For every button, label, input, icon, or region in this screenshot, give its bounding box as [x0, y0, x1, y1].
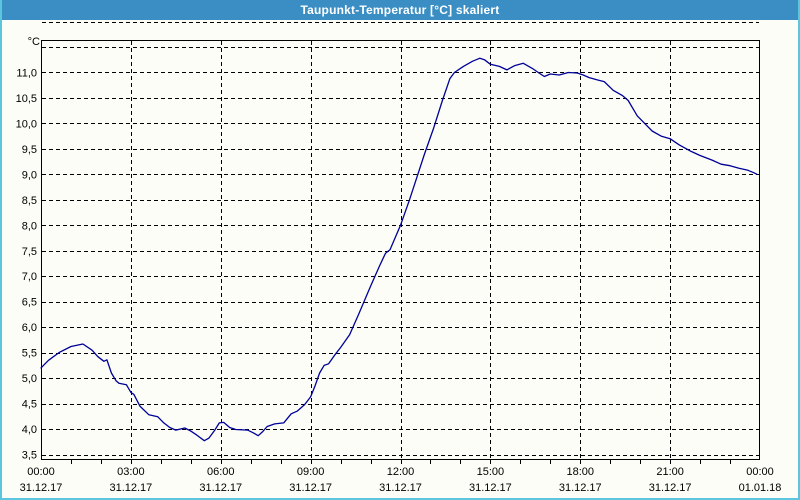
x-tick-date-label: 31.12.17 — [469, 482, 512, 494]
axis-label-layer: 11,0 10,5 10,0 9,5 9,0 8,5 8,0 7,5 7,0 6,5 6,0 5,5 5… — [16, 67, 782, 494]
y-tick-label: 6,5 — [22, 297, 37, 309]
x-tick-date-label: 31.12.17 — [20, 482, 63, 494]
grid-layer — [42, 22, 759, 459]
x-tick-date-label: 31.12.17 — [649, 482, 692, 494]
window-title: Taupunkt-Temperatur [°C] skaliert — [300, 3, 500, 17]
x-tick-date-label: 31.12.17 — [289, 482, 332, 494]
y-tick-label: 7,0 — [22, 271, 37, 283]
x-tick-time-label: 00:00 — [27, 466, 55, 478]
y-tick-label: 10,0 — [16, 118, 37, 130]
x-tick-time-label: 15:00 — [477, 466, 505, 478]
x-tick-date-label: 01.01.18 — [739, 482, 782, 494]
x-tick-date-label: 31.12.17 — [199, 482, 242, 494]
y-tick-label: 4,0 — [22, 424, 37, 436]
x-tick-date-label: 31.12.17 — [559, 482, 602, 494]
y-tick-label: 6,0 — [22, 322, 37, 334]
y-tick-label: 7,5 — [22, 246, 37, 258]
x-tick-time-label: 12:00 — [387, 466, 415, 478]
x-tick-time-label: 09:00 — [297, 466, 325, 478]
y-tick-label: 5,0 — [22, 373, 37, 385]
plot-area-border — [41, 40, 760, 460]
x-tick-time-label: 06:00 — [207, 466, 235, 478]
y-tick-label: 3,5 — [22, 450, 37, 462]
curve-layer — [40, 57, 758, 442]
y-tick-label: 4,5 — [22, 399, 37, 411]
temperature-curve — [40, 57, 758, 442]
window-titlebar[interactable]: Taupunkt-Temperatur [°C] skaliert — [2, 0, 798, 20]
x-tick-date-label: 31.12.17 — [379, 482, 422, 494]
y-tick-label: 8,0 — [22, 220, 37, 232]
y-tick-label: 10,5 — [16, 93, 37, 105]
y-tick-label: 5,5 — [22, 348, 37, 360]
y-tick-label: 9,5 — [22, 144, 37, 156]
x-tick-time-label: 18:00 — [566, 466, 594, 478]
y-tick-label: 8,5 — [22, 195, 37, 207]
x-tick-time-label: 21:00 — [656, 466, 684, 478]
x-tick-time-label: 03:00 — [117, 466, 145, 478]
y-tick-label: 9,0 — [22, 169, 37, 181]
y-tick-label: 11,0 — [16, 67, 37, 79]
tick-layer — [71, 460, 731, 464]
y-axis-unit-label: °C — [27, 36, 40, 48]
x-tick-date-label: 31.12.17 — [109, 482, 152, 494]
x-tick-time-label: 00:00 — [746, 466, 774, 478]
